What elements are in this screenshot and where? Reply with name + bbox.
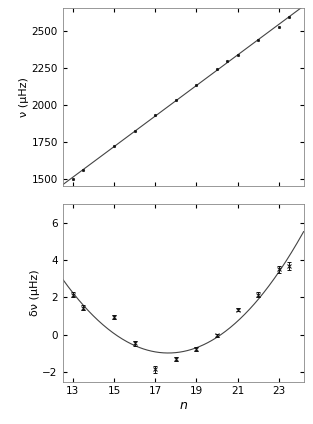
Point bbox=[215, 65, 220, 72]
Point bbox=[132, 128, 137, 134]
Point bbox=[153, 112, 158, 118]
Point bbox=[112, 143, 117, 150]
X-axis label: n: n bbox=[179, 399, 187, 412]
Point bbox=[225, 58, 230, 64]
Point bbox=[173, 97, 178, 104]
Y-axis label: ν (μHz): ν (μHz) bbox=[18, 78, 28, 117]
Point bbox=[81, 166, 86, 173]
Point bbox=[276, 23, 281, 30]
Point bbox=[235, 51, 240, 58]
Y-axis label: δν (μHz): δν (μHz) bbox=[30, 269, 39, 316]
Point bbox=[70, 176, 75, 183]
Point bbox=[256, 36, 261, 43]
Point bbox=[287, 14, 292, 21]
Point bbox=[194, 82, 199, 89]
